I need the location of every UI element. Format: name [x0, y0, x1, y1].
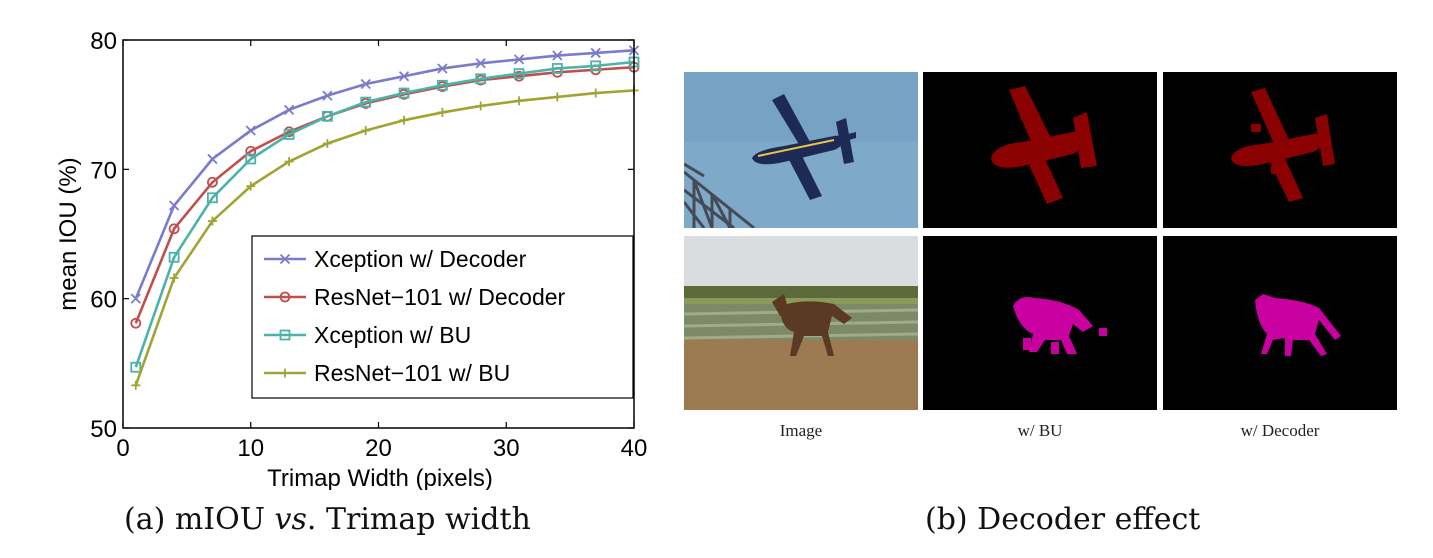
- data-point-2-0: [130, 361, 142, 373]
- data-point-0-6: [360, 78, 371, 90]
- mask-airplane-decoder: [1163, 72, 1397, 228]
- data-point-3-2: [207, 216, 217, 226]
- data-point-0-8: [437, 63, 448, 74]
- legend-box: [251, 235, 634, 399]
- legend-entry-1: ResNet−101 w/ Decoder: [264, 284, 566, 310]
- data-point-0-11: [552, 50, 563, 61]
- legend-entry-2: Xception w/ BU: [264, 322, 471, 348]
- legend-entry-0: Xception w/ Decoder: [264, 246, 527, 272]
- image-horse: [684, 236, 918, 410]
- data-point-3-1: [169, 273, 179, 283]
- legend-marker: [279, 253, 291, 265]
- col-label-bu: w/ BU: [1017, 421, 1063, 440]
- image-airplane: [684, 72, 918, 228]
- x-axis-label: Trimap Width (pixels): [267, 465, 493, 490]
- legend-entry-3: ResNet−101 w/ BU: [264, 360, 510, 386]
- legend: Xception w/ Decoder ResNet−101 w/ Decoder…: [251, 235, 634, 399]
- data-point-2-2: [207, 192, 218, 204]
- data-point-2-10: [513, 68, 525, 80]
- data-point-3-3: [246, 181, 256, 191]
- y-tick-label: 60: [90, 287, 117, 314]
- data-point-0-7: [398, 71, 410, 82]
- data-point-1-2: [207, 176, 218, 188]
- data-point-3-8: [437, 107, 447, 117]
- data-point-0-12: [590, 47, 601, 59]
- data-point-0-1: [168, 200, 180, 211]
- data-point-2-8: [436, 79, 448, 91]
- data-point-2-12: [590, 60, 602, 72]
- caption-a: (a) mIOU vs. Trimap width: [124, 502, 531, 537]
- legend-label: Xception w/ Decoder: [314, 246, 527, 272]
- data-point-2-6: [360, 96, 372, 108]
- data-point-0-3: [245, 125, 256, 136]
- data-point-0-5: [322, 90, 333, 101]
- y-tick-label: 50: [90, 416, 117, 443]
- data-point-0-9: [475, 58, 486, 69]
- x-tick-label: 30: [493, 435, 520, 462]
- x-tick-label: 0: [116, 435, 129, 462]
- mask-horse-decoder: [1163, 236, 1397, 410]
- data-point-3-5: [322, 138, 332, 148]
- legend-label: ResNet−101 w/ Decoder: [314, 284, 566, 310]
- data-point-0-2: [207, 153, 218, 165]
- x-tick-label: 20: [365, 435, 392, 462]
- data-point-2-9: [475, 73, 487, 85]
- legend-marker: [279, 291, 291, 303]
- col-label-image: Image: [779, 421, 823, 440]
- data-point-3-12: [591, 88, 601, 98]
- mask-horse-bu: [923, 236, 1157, 410]
- y-tick-label: 70: [90, 157, 117, 184]
- x-tick-label: 40: [621, 435, 648, 462]
- data-point-3-10: [514, 96, 524, 106]
- x-tick-label: 10: [237, 435, 264, 462]
- data-point-3-6: [361, 126, 371, 136]
- data-point-2-7: [398, 87, 410, 99]
- caption-b: (b) Decoder effect: [925, 502, 1201, 537]
- data-point-3-0: [131, 380, 141, 390]
- legend-marker: [280, 368, 290, 378]
- data-point-2-4: [283, 129, 295, 140]
- data-point-2-3: [245, 153, 257, 165]
- data-point-0-10: [513, 54, 525, 65]
- data-point-0-4: [283, 104, 295, 115]
- data-point-1-1: [168, 223, 180, 235]
- data-point-3-9: [476, 101, 486, 111]
- line-chart: 0 10 20 30 40 50 60 70 80 mean IOU (%) Trimap Wi…: [55, 28, 648, 490]
- data-point-3-7: [399, 115, 409, 125]
- legend-label: ResNet−101 w/ BU: [314, 360, 510, 386]
- mask-airplane-bu: [923, 72, 1157, 228]
- data-point-1-3: [245, 145, 257, 157]
- data-point-1-0: [130, 317, 142, 329]
- col-label-decoder: w/ Decoder: [1240, 421, 1320, 440]
- legend-label: Xception w/ BU: [314, 322, 471, 348]
- series-line-3: [134, 89, 635, 386]
- data-point-3-4: [284, 157, 294, 167]
- y-tick-label: 80: [90, 28, 117, 55]
- data-point-2-1: [168, 251, 180, 263]
- legend-marker: [279, 329, 291, 341]
- data-point-3-11: [552, 92, 562, 102]
- series-line-2: [134, 60, 635, 368]
- data-point-0-0: [130, 293, 141, 304]
- data-point-2-11: [551, 63, 563, 74]
- data-point-2-5: [321, 110, 333, 122]
- series-line-0: [134, 49, 635, 300]
- y-axis-label: mean IOU (%): [55, 157, 82, 310]
